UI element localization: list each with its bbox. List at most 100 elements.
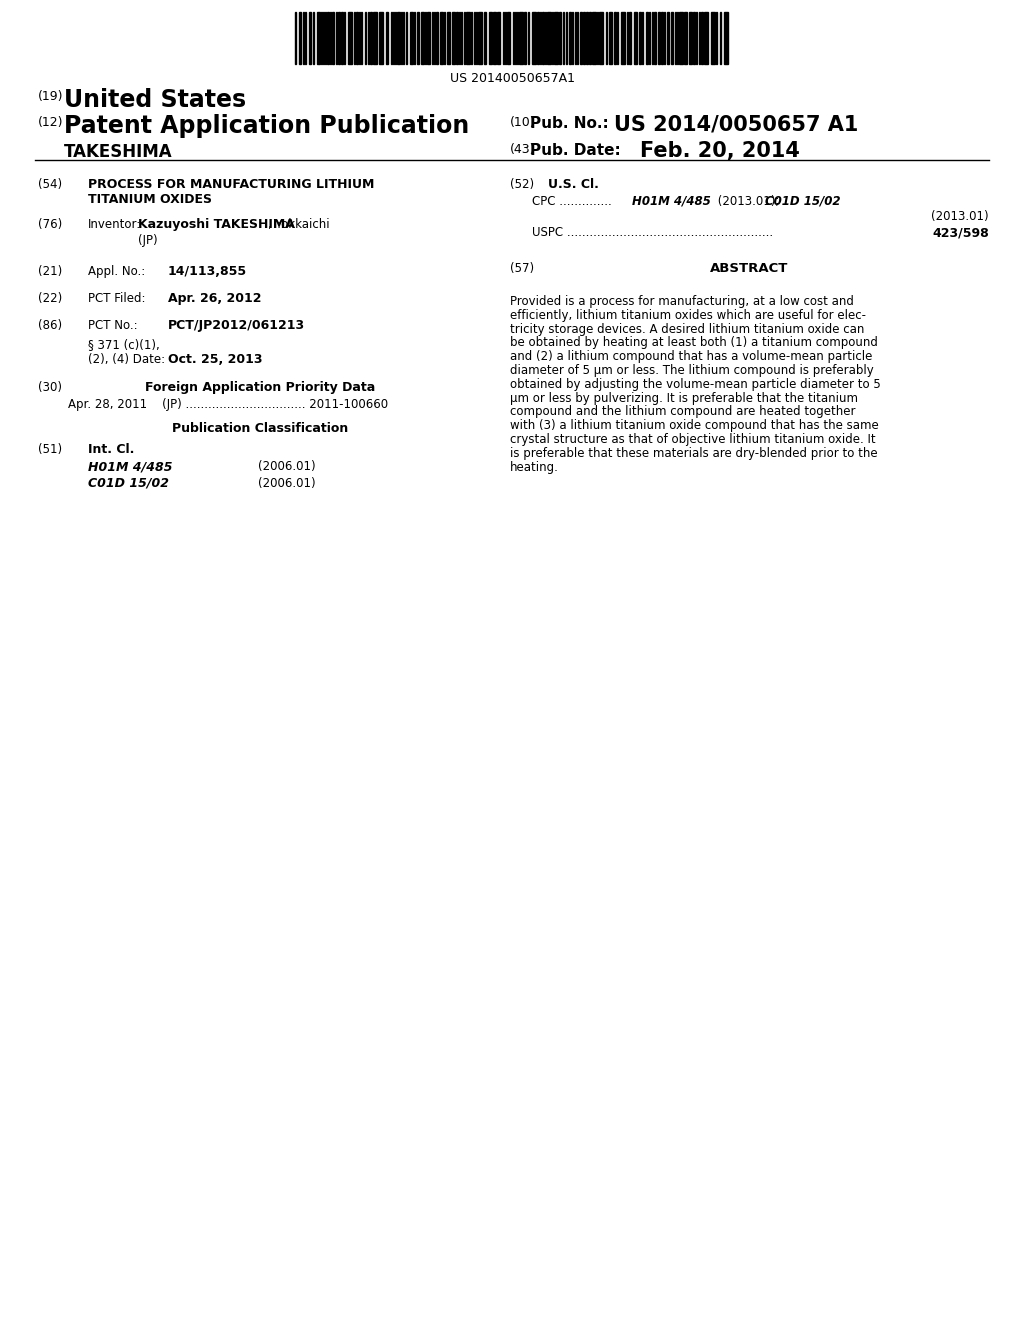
Bar <box>537 12 539 63</box>
Bar <box>440 12 443 63</box>
Text: (12): (12) <box>38 116 63 129</box>
Bar <box>497 12 500 63</box>
Text: ABSTRACT: ABSTRACT <box>711 261 788 275</box>
Text: PCT/JP2012/061213: PCT/JP2012/061213 <box>168 319 305 333</box>
Text: H01M 4/485: H01M 4/485 <box>88 459 172 473</box>
Text: USPC .......................................................: USPC ...................................… <box>532 226 777 239</box>
Text: CPC ..............: CPC .............. <box>532 195 615 209</box>
Text: diameter of 5 μm or less. The lithium compound is preferably: diameter of 5 μm or less. The lithium co… <box>510 364 873 378</box>
Bar <box>478 12 482 63</box>
Bar <box>410 12 413 63</box>
Bar <box>484 12 486 63</box>
Bar <box>559 12 561 63</box>
Bar <box>309 12 311 63</box>
Text: is preferable that these materials are dry-blended prior to the: is preferable that these materials are d… <box>510 446 878 459</box>
Text: (2013.01): (2013.01) <box>932 210 989 223</box>
Text: PCT Filed:: PCT Filed: <box>88 292 145 305</box>
Bar <box>654 12 656 63</box>
Bar <box>592 12 596 63</box>
Bar <box>532 12 536 63</box>
Text: 423/598: 423/598 <box>932 226 989 239</box>
Bar <box>524 12 526 63</box>
Text: efficiently, lithium titanium oxides which are useful for elec-: efficiently, lithium titanium oxides whi… <box>510 309 866 322</box>
Text: (21): (21) <box>38 265 62 279</box>
Text: H01M 4/485: H01M 4/485 <box>632 195 711 209</box>
Text: PROCESS FOR MANUFACTURING LITHIUM: PROCESS FOR MANUFACTURING LITHIUM <box>88 178 375 191</box>
Bar <box>452 12 455 63</box>
Bar <box>332 12 334 63</box>
Bar <box>447 12 450 63</box>
Bar <box>639 12 641 63</box>
Text: obtained by adjusting the volume-mean particle diameter to 5: obtained by adjusting the volume-mean pa… <box>510 378 881 391</box>
Text: Appl. No.:: Appl. No.: <box>88 265 145 279</box>
Text: Feb. 20, 2014: Feb. 20, 2014 <box>640 141 800 161</box>
Bar <box>580 12 582 63</box>
Bar <box>658 12 660 63</box>
Text: Pub. Date:: Pub. Date: <box>530 143 621 158</box>
Bar <box>338 12 340 63</box>
Bar <box>327 12 329 63</box>
Bar <box>671 12 673 63</box>
Text: (43): (43) <box>510 143 536 156</box>
Text: § 371 (c)(1),: § 371 (c)(1), <box>88 338 160 351</box>
Bar <box>705 12 708 63</box>
Text: (30): (30) <box>38 381 62 393</box>
Text: TAKESHIMA: TAKESHIMA <box>63 143 173 161</box>
Text: and (2) a lithium compound that has a volume-mean particle: and (2) a lithium compound that has a vo… <box>510 350 872 363</box>
Text: Patent Application Publication: Patent Application Publication <box>63 114 469 139</box>
Text: Inventor:: Inventor: <box>88 218 141 231</box>
Bar <box>370 12 372 63</box>
Bar <box>711 12 715 63</box>
Text: Apr. 26, 2012: Apr. 26, 2012 <box>168 292 261 305</box>
Bar <box>724 12 728 63</box>
Bar <box>519 12 523 63</box>
Bar <box>421 12 424 63</box>
Text: (86): (86) <box>38 319 62 333</box>
Text: U.S. Cl.: U.S. Cl. <box>548 178 599 191</box>
Text: (19): (19) <box>38 90 63 103</box>
Text: Pub. No.:: Pub. No.: <box>530 116 608 131</box>
Bar <box>373 12 377 63</box>
Text: Foreign Application Priority Data: Foreign Application Priority Data <box>144 381 375 393</box>
Bar <box>667 12 669 63</box>
Bar <box>299 12 301 63</box>
Bar <box>634 12 637 63</box>
Bar <box>379 12 383 63</box>
Text: with (3) a lithium titanium oxide compound that has the same: with (3) a lithium titanium oxide compou… <box>510 420 879 432</box>
Bar <box>386 12 388 63</box>
Bar <box>317 12 319 63</box>
Text: , Yokkaichi: , Yokkaichi <box>268 218 330 231</box>
Bar <box>689 12 692 63</box>
Text: crystal structure as that of objective lithium titanium oxide. It: crystal structure as that of objective l… <box>510 433 876 446</box>
Bar <box>621 12 625 63</box>
Text: be obtained by heating at least both (1) a titanium compound: be obtained by heating at least both (1)… <box>510 337 878 350</box>
Text: (2006.01): (2006.01) <box>258 477 315 490</box>
Bar <box>583 12 585 63</box>
Bar <box>589 12 591 63</box>
Bar <box>341 12 343 63</box>
Text: (76): (76) <box>38 218 62 231</box>
Bar <box>586 12 588 63</box>
Bar <box>427 12 430 63</box>
Text: Publication Classification: Publication Classification <box>172 422 348 436</box>
Text: US 20140050657A1: US 20140050657A1 <box>450 73 575 84</box>
Text: Apr. 28, 2011    (JP) ................................ 2011-100660: Apr. 28, 2011 (JP) .....................… <box>68 399 388 411</box>
Text: (10): (10) <box>510 116 536 129</box>
Bar <box>542 12 544 63</box>
Text: Oct. 25, 2013: Oct. 25, 2013 <box>168 352 262 366</box>
Bar <box>356 12 358 63</box>
Bar <box>466 12 470 63</box>
Text: μm or less by pulverizing. It is preferable that the titanium: μm or less by pulverizing. It is prefera… <box>510 392 858 405</box>
Text: US 2014/0050657 A1: US 2014/0050657 A1 <box>614 114 858 135</box>
Bar <box>417 12 419 63</box>
Bar <box>646 12 648 63</box>
Bar <box>554 12 558 63</box>
Bar <box>493 12 496 63</box>
Bar <box>629 12 631 63</box>
Bar <box>569 12 571 63</box>
Bar <box>489 12 492 63</box>
Bar <box>684 12 687 63</box>
Text: (JP): (JP) <box>138 234 158 247</box>
Bar <box>547 12 551 63</box>
Bar <box>348 12 352 63</box>
